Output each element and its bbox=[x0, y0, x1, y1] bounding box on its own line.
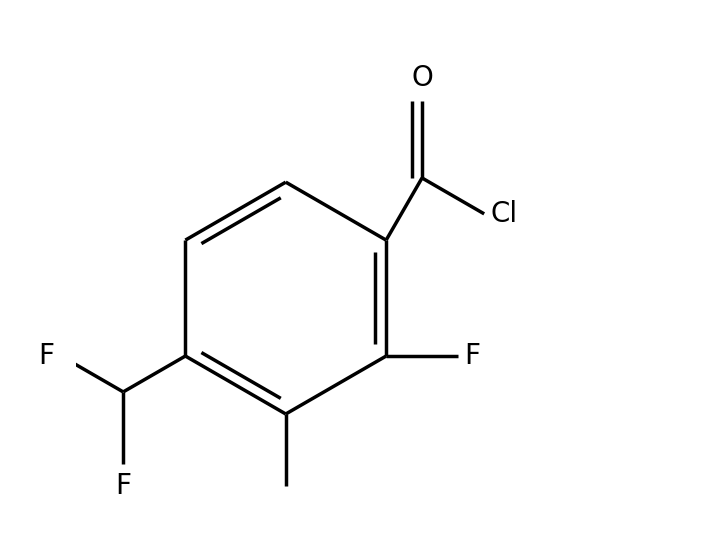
Text: F: F bbox=[465, 342, 481, 370]
Text: F: F bbox=[115, 472, 131, 500]
Text: F: F bbox=[39, 342, 54, 370]
Text: Cl: Cl bbox=[491, 200, 518, 228]
Text: O: O bbox=[411, 65, 433, 92]
